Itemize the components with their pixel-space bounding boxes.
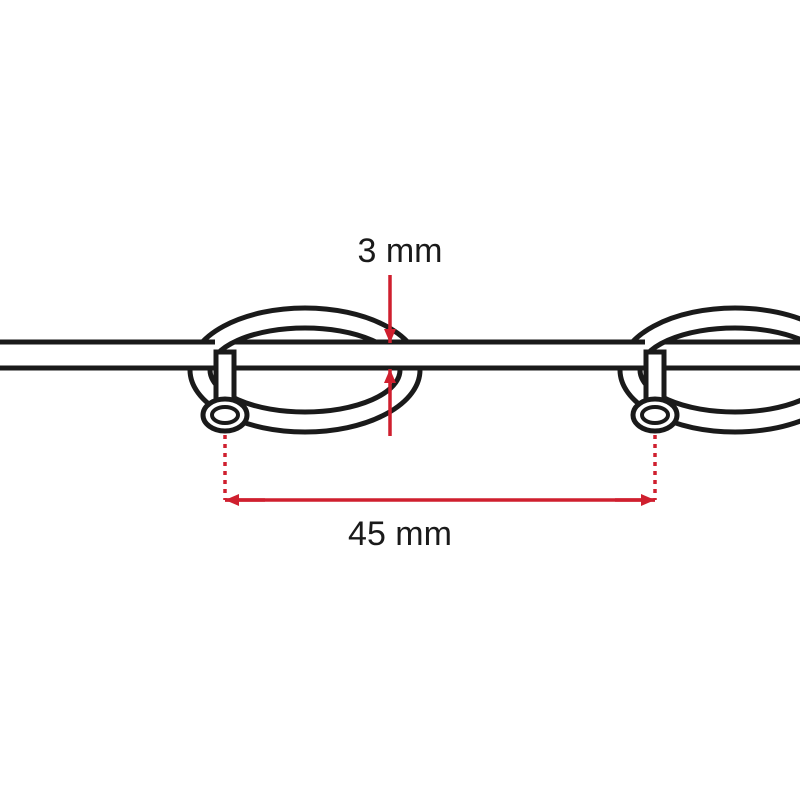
chain-dimension-diagram: 3 mm 45 mm [0, 0, 800, 800]
pitch-label: 45 mm [348, 515, 452, 553]
wire-thickness-label: 3 mm [358, 232, 443, 270]
